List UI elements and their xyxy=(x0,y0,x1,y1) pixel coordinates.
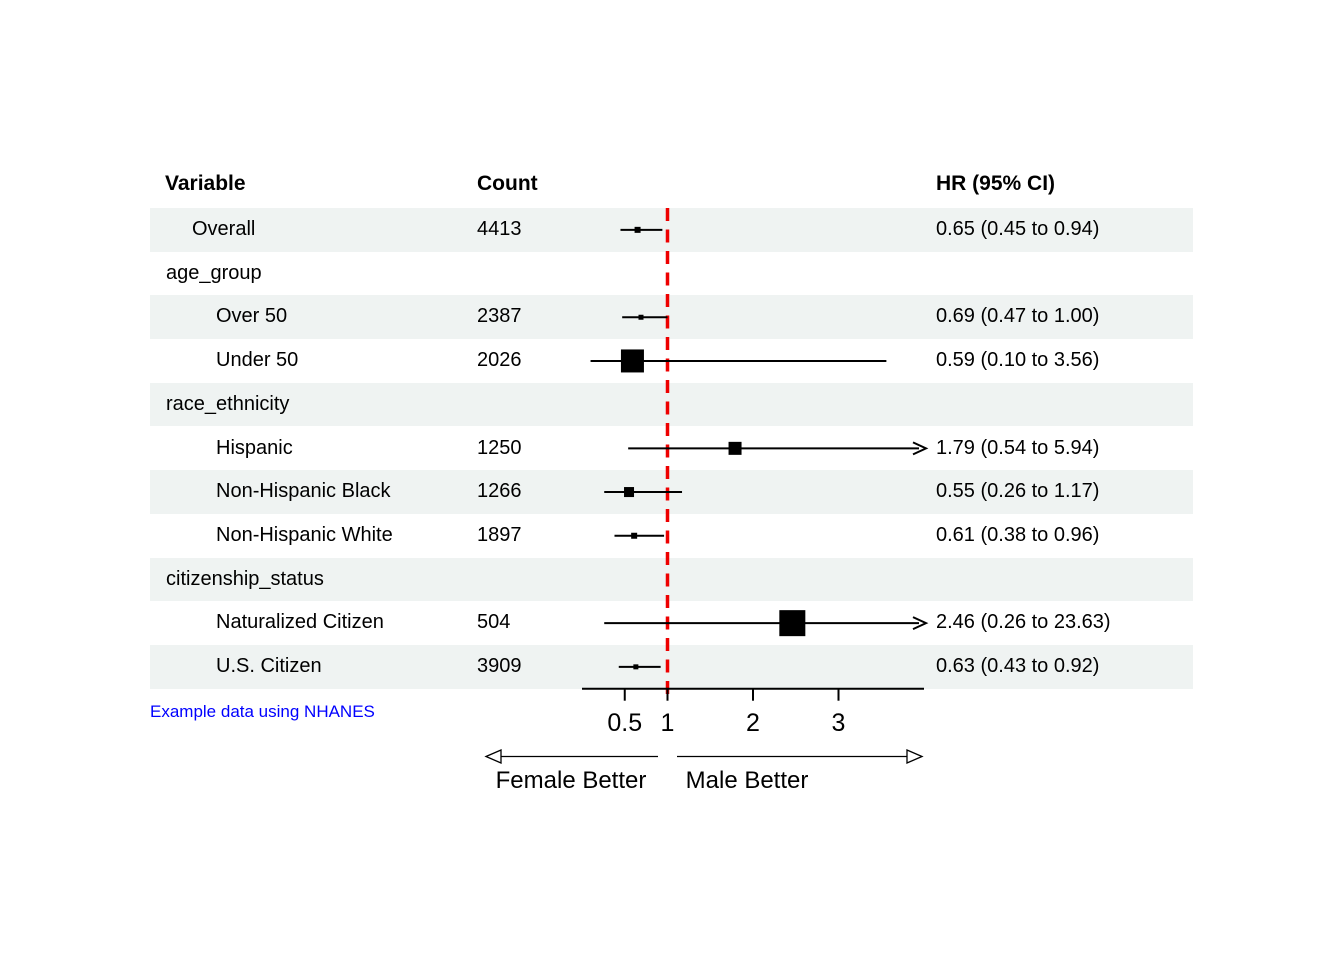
estimate-marker xyxy=(634,226,641,233)
column-header-count: Count xyxy=(477,172,538,195)
row-stripe xyxy=(150,382,1193,427)
ci-clip-arrow xyxy=(912,441,929,456)
column-header-hr-ci: HR (95% CI) xyxy=(936,172,1056,195)
estimate-marker xyxy=(624,487,635,498)
direction-label-male-better: Male Better xyxy=(685,767,809,794)
row-stripe xyxy=(150,208,1193,252)
estimate-marker xyxy=(638,314,644,320)
column-header-variable: Variable xyxy=(165,172,246,195)
estimate-marker xyxy=(779,610,806,637)
estimate-marker xyxy=(633,664,639,670)
estimate-marker xyxy=(631,532,638,539)
direction-arrow-left-head xyxy=(484,749,502,764)
x-axis-tick-label: 3 xyxy=(832,709,846,737)
x-axis-tick-label: 2 xyxy=(746,709,760,737)
x-axis-tick-label: 0.5 xyxy=(607,709,642,737)
direction-label-female-better: Female Better xyxy=(495,767,647,794)
footnote: Example data using NHANES xyxy=(150,702,375,721)
estimate-marker xyxy=(620,349,644,373)
ci-clip-arrow xyxy=(912,616,929,631)
row-stripe xyxy=(150,295,1193,340)
row-stripe xyxy=(150,557,1193,602)
x-axis-tick-label: 1 xyxy=(661,709,675,737)
direction-arrow-right-head xyxy=(906,749,924,764)
row-stripe xyxy=(150,645,1193,689)
estimate-marker xyxy=(728,441,742,455)
